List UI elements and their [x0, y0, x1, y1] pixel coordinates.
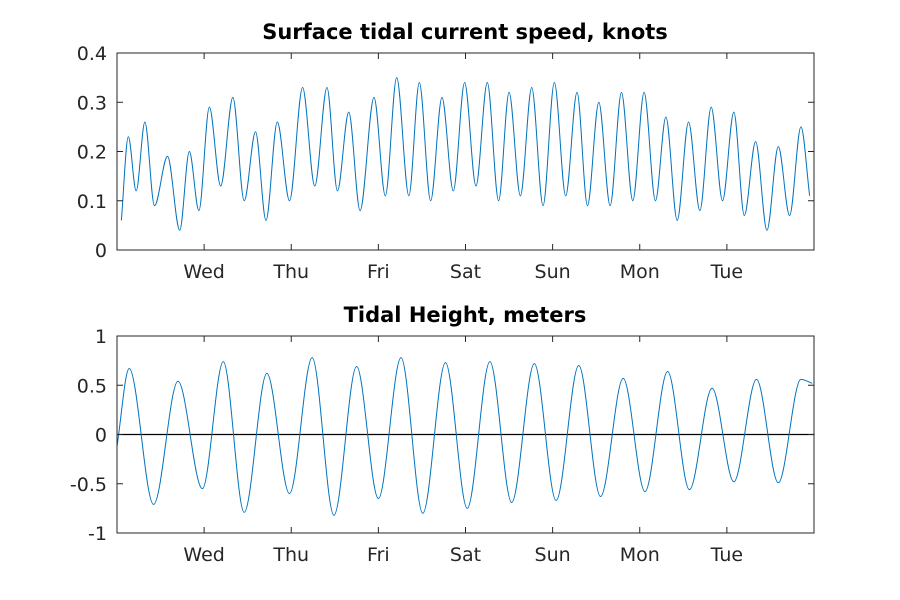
current-speed-ytick-label: 0.3 — [77, 92, 107, 114]
tidal-height-xtick-label: Wed — [183, 544, 224, 566]
current-speed-ytick-label: 0 — [95, 240, 107, 262]
current-speed-title: Surface tidal current speed, knots — [262, 20, 668, 44]
current-speed-series-line — [120, 77, 811, 231]
current-speed-ytick-label: 0.2 — [77, 142, 107, 164]
tidal-height-title: Tidal Height, meters — [344, 303, 587, 327]
tidal-height-xtick-label: Fri — [367, 544, 390, 566]
current-speed-xtick-label: Fri — [367, 261, 390, 283]
current-speed-xtick-label: Wed — [183, 261, 224, 283]
current-speed-panel: Surface tidal current speed, knots 00.10… — [77, 20, 815, 283]
tidal-height-ytick-label: 0 — [95, 425, 107, 447]
tidal-height-ytick-label: 0.5 — [77, 375, 107, 397]
tidal-height-ytick-label: -0.5 — [70, 474, 107, 496]
tidal-height-ytick-label: 1 — [95, 326, 107, 348]
tidal-height-ytick-label: -1 — [88, 523, 107, 545]
current-speed-xtick-label: Thu — [272, 261, 309, 283]
current-speed-xtick-label: Tue — [710, 261, 743, 283]
tidal-height-xtick-label: Thu — [272, 544, 309, 566]
tidal-height-panel: Tidal Height, meters -1 -0.5 0 0.5 1 Wed Thu Fr… — [70, 303, 815, 566]
tidal-height-series-line — [117, 357, 813, 516]
current-speed-xtick-label: Sat — [450, 261, 481, 283]
tidal-height-xtick-label: Sun — [535, 544, 571, 566]
tidal-height-xtick-label: Mon — [620, 544, 660, 566]
tidal-height-marks: -1 -0.5 0 0.5 1 Wed Thu Fri Sat Sun Mon Tue — [70, 326, 815, 566]
current-speed-xtick-label: Sun — [535, 261, 571, 283]
tidal-height-xtick-label: Sat — [450, 544, 481, 566]
current-speed-xtick-label: Mon — [620, 261, 660, 283]
current-speed-axes-box — [116, 52, 815, 251]
current-speed-marks: 0 0.1 0.2 0.3 0.4 Wed Thu Fri Sat Sun Mon Tue — [77, 43, 815, 283]
current-speed-ytick-label: 0.1 — [77, 191, 107, 213]
tidal-height-xtick-label: Tue — [710, 544, 743, 566]
current-speed-ytick-label: 0.4 — [77, 43, 107, 65]
